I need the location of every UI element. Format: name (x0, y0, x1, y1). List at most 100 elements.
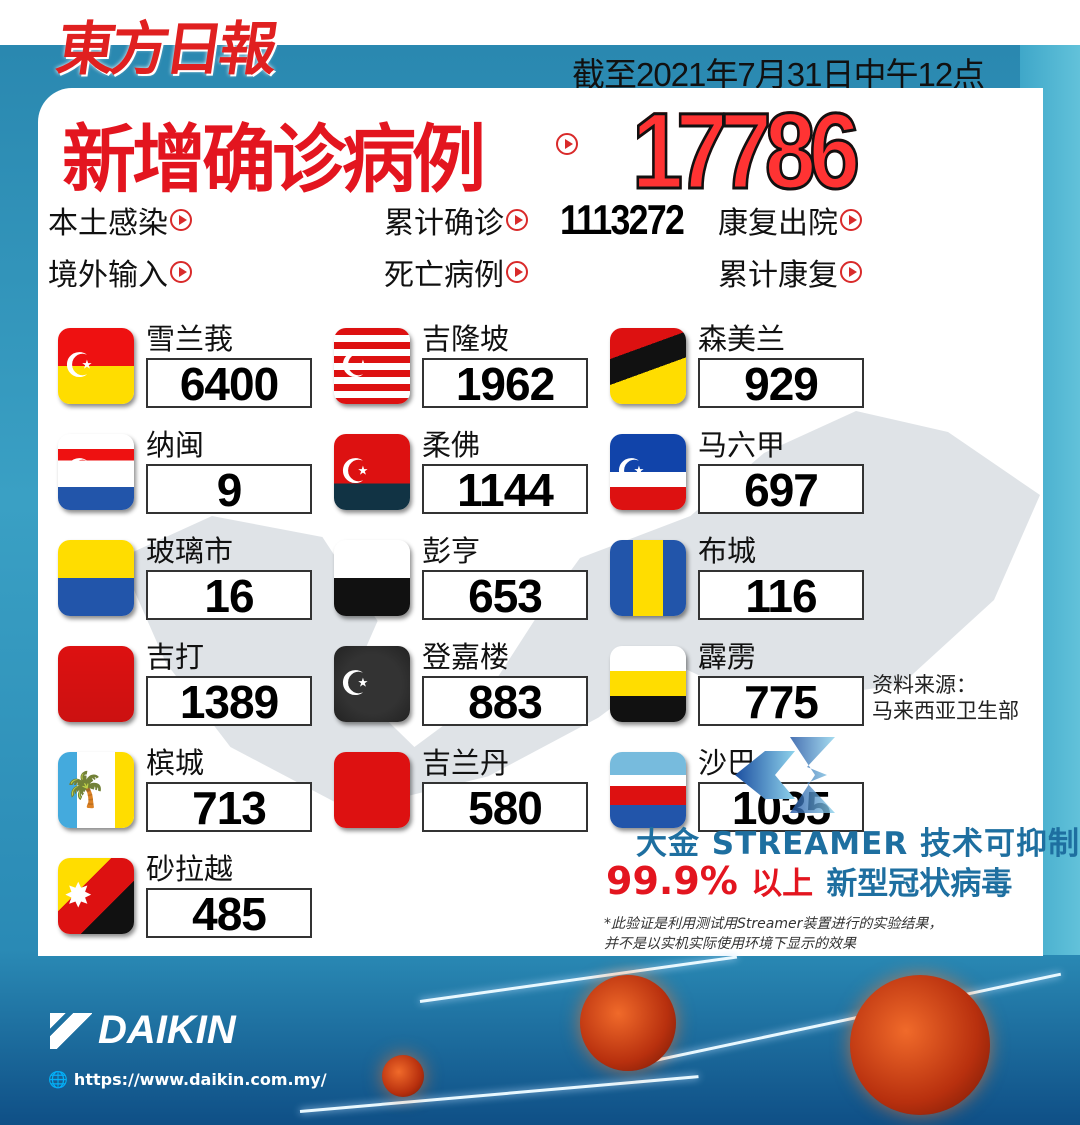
stat-label: 境外输入 (48, 258, 168, 293)
state-cases: 713 (146, 782, 312, 832)
stat-label: 康复出院 (718, 206, 838, 241)
state-cases: 485 (146, 888, 312, 938)
stat-deaths: 死亡病例 (384, 250, 528, 294)
state-name: 砂拉越 (146, 852, 234, 886)
stat-label: 累计康复 (718, 258, 838, 293)
penang-flag-icon: 🌴 (58, 752, 134, 828)
state-melaka: ☪ 马六甲 697 (610, 428, 870, 528)
state-cases: 580 (422, 782, 588, 832)
state-name: 柔佛 (422, 428, 481, 462)
state-name: 森美兰 (698, 322, 786, 356)
daikin-mark-icon (50, 1012, 92, 1049)
play-icon (170, 209, 192, 231)
new-cases-value: 17786 (631, 89, 862, 213)
state-putrajaya: 布城 116 (610, 534, 870, 634)
state-name: 登嘉楼 (422, 640, 510, 674)
play-icon (506, 261, 528, 283)
website-link[interactable]: 🌐 https://www.daikin.com.my/ (48, 1070, 327, 1089)
state-negeri-sembilan: 森美兰 929 (610, 322, 870, 422)
as-of-date: 截至2021年7月31日中午12点 (572, 56, 985, 93)
state-kelantan: 吉兰丹 580 (334, 746, 594, 846)
ad-line1: 大金 STREAMER 技术可抑制 (636, 826, 1080, 862)
state-cases: 775 (698, 676, 864, 726)
state-name: 吉打 (146, 640, 205, 674)
selangor-flag-icon: ☪ (58, 328, 134, 404)
state-cases: 653 (422, 570, 588, 620)
kelantan-flag-icon (334, 752, 410, 828)
putrajaya-flag-icon (610, 540, 686, 616)
ad-percent: 99.9% (606, 859, 738, 903)
state-labuan: ☪ 纳闽 9 (58, 428, 318, 528)
daikin-logo: DAIKIN (50, 1008, 236, 1053)
source-value: 马来西亚卫生部 (872, 699, 1019, 723)
negeri-sembilan-flag-icon (610, 328, 686, 404)
state-name: 霹雳 (698, 640, 757, 674)
stat-total-recovered: 累计康复 (718, 250, 862, 294)
stat-discharged: 康复出院 (718, 198, 862, 242)
stat-local: 本土感染 (48, 198, 192, 242)
sabah-flag-icon (610, 752, 686, 828)
state-name: 马六甲 (698, 428, 786, 462)
state-sarawak: ✸ 砂拉越 485 (58, 852, 318, 952)
perlis-flag-icon (58, 540, 134, 616)
state-name: 槟城 (146, 746, 205, 780)
kedah-flag-icon (58, 646, 134, 722)
state-cases: 1962 (422, 358, 588, 408)
virus-image (580, 975, 676, 1071)
streamer-logo-icon (735, 737, 835, 813)
virus-image (382, 1055, 424, 1097)
note-line: 并不是以实机实际使用环境下显示的效果 (604, 936, 856, 952)
state-cases: 116 (698, 570, 864, 620)
newspaper-logo: 東方日報 (52, 15, 279, 83)
virus-image (850, 975, 990, 1115)
ad-virus: 新型冠状病毒 (826, 866, 1013, 902)
ad-line2: 99.9% 以上 新型冠状病毒 (606, 858, 1012, 903)
play-icon (506, 209, 528, 231)
state-selangor: ☪ 雪兰莪 6400 (58, 322, 318, 422)
stat-imported: 境外输入 (48, 250, 192, 294)
state-name: 吉兰丹 (422, 746, 510, 780)
ad-above: 以上 (751, 866, 814, 902)
state-kuala-lumpur: ☪ 吉隆坡 1962 (334, 322, 594, 422)
stat-label: 累计确诊 (384, 206, 504, 241)
state-perak: 霹雳 775 (610, 640, 870, 740)
state-terengganu: ☪ 登嘉楼 883 (334, 640, 594, 740)
state-johor: ☪ 柔佛 1144 (334, 428, 594, 528)
headline-label: 新增确诊病例 (62, 117, 486, 203)
state-cases: 16 (146, 570, 312, 620)
stat-cumulative: 累计确诊 (384, 198, 528, 242)
play-icon (840, 209, 862, 231)
state-cases: 1144 (422, 464, 588, 514)
state-name: 吉隆坡 (422, 322, 510, 356)
play-icon (840, 261, 862, 283)
source-label: 资料来源： (872, 673, 977, 697)
state-cases: 883 (422, 676, 588, 726)
state-name: 布城 (698, 534, 757, 568)
melaka-flag-icon: ☪ (610, 434, 686, 510)
play-icon (170, 261, 192, 283)
stat-label: 死亡病例 (384, 258, 504, 293)
state-penang: 🌴 槟城 713 (58, 746, 318, 846)
daikin-wordmark: DAIKIN (98, 1008, 236, 1052)
state-cases: 9 (146, 464, 312, 514)
ad-disclaimer: *此验证是利用测试用Streamer装置进行的实验结果， 并不是以实机实际使用环境… (604, 914, 942, 954)
cumulative-value: 1113272 (560, 196, 685, 243)
state-name: 玻璃市 (146, 534, 234, 568)
perak-flag-icon (610, 646, 686, 722)
state-name: 彭亨 (422, 534, 481, 568)
johor-flag-icon: ☪ (334, 434, 410, 510)
globe-icon: 🌐 (48, 1070, 68, 1089)
note-line: *此验证是利用测试用Streamer装置进行的实验结果， (604, 916, 943, 932)
url-text[interactable]: https://www.daikin.com.my/ (73, 1070, 327, 1089)
labuan-flag-icon: ☪ (58, 434, 134, 510)
state-cases: 697 (698, 464, 864, 514)
stat-label: 本土感染 (48, 206, 168, 241)
state-pahang: 彭亨 653 (334, 534, 594, 634)
state-perlis: 玻璃市 16 (58, 534, 318, 634)
state-cases: 1389 (146, 676, 312, 726)
pahang-flag-icon (334, 540, 410, 616)
sarawak-flag-icon: ✸ (58, 858, 134, 934)
state-cases: 929 (698, 358, 864, 408)
state-cases: 6400 (146, 358, 312, 408)
source: 资料来源： 马来西亚卫生部 (872, 672, 1019, 724)
